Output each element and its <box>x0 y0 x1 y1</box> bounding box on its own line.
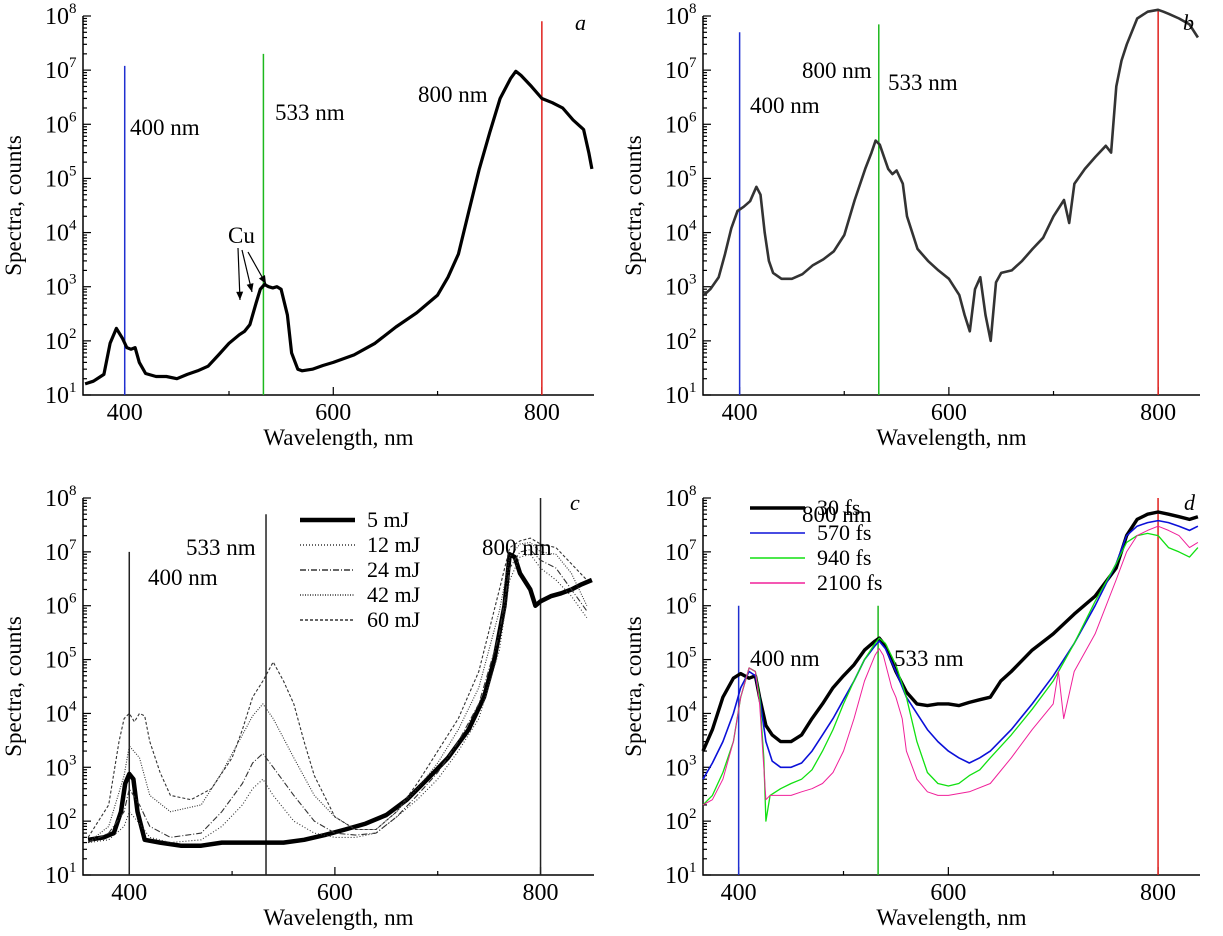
y-tick-label: 106 <box>665 109 697 138</box>
series-line-2100-fs <box>702 525 1199 806</box>
y-tick-label: 106 <box>45 591 77 620</box>
legend-label: 24 mJ <box>367 557 421 582</box>
y-axis-title: Spectra, counts <box>1 135 26 276</box>
x-tick-label: 400 <box>722 400 758 426</box>
annotation-label: 800 nm <box>802 58 872 83</box>
cu-arrowhead <box>246 283 254 292</box>
x-tick-label: 800 <box>524 400 560 426</box>
y-tick-label: 102 <box>665 806 697 835</box>
y-tick-label: 103 <box>45 272 77 301</box>
y-tick-label: 102 <box>45 806 77 835</box>
legend-label: 30 fs <box>817 495 860 520</box>
legend-label: 940 fs <box>817 545 871 570</box>
panel-b: 101 102 103 104 105 106 107 108 400 600 800 Wavelen… <box>621 1 1200 450</box>
panel-letter: c <box>570 490 580 515</box>
y-tick-label: 101 <box>665 380 697 409</box>
y-tick-label: 108 <box>665 483 697 512</box>
y-tick-label: 108 <box>45 1 77 30</box>
x-tick-label: 800 <box>1140 880 1176 906</box>
x-tick-label: 400 <box>721 880 757 906</box>
panel-letter: d <box>1184 490 1196 515</box>
series-line-spectrum <box>703 8 1199 343</box>
y-tick-label: 104 <box>665 218 697 247</box>
series-line-570-fs <box>702 519 1199 780</box>
y-tick-label: 108 <box>45 483 77 512</box>
series-line-24-mJ <box>87 549 588 844</box>
x-axis-title: Wavelength, nm <box>876 425 1026 450</box>
legend-label: 5 mJ <box>367 507 410 532</box>
x-axis-title: Wavelength, nm <box>263 905 413 930</box>
panel-letter: a <box>575 10 586 35</box>
y-tick-label: 107 <box>45 537 77 566</box>
y-tick-label: 101 <box>45 380 77 409</box>
annotation-label: 400 nm <box>750 93 820 118</box>
y-tick-label: 103 <box>665 272 697 301</box>
legend-label: 2100 fs <box>817 570 882 595</box>
y-axis-title: Spectra, counts <box>621 616 646 757</box>
cu-arrowhead <box>236 291 244 300</box>
panel-d: 101 102 103 104 105 106 107 108 400 600 800 Wavelen… <box>621 483 1200 930</box>
cu-arrowhead <box>258 275 266 284</box>
series-line-5-mJ <box>87 552 593 848</box>
y-tick-label: 102 <box>45 326 77 355</box>
y-tick-label: 106 <box>665 591 697 620</box>
annotation-label: 533 nm <box>275 100 345 125</box>
x-tick-label: 400 <box>111 880 147 906</box>
legend-label: 60 mJ <box>367 607 421 632</box>
panel-a: 101 102 103 104 105 106 107 108 400 600 800 Wavelen… <box>1 1 594 450</box>
y-tick-label: 102 <box>665 326 697 355</box>
annotation-label: 400 nm <box>148 565 218 590</box>
series-line-60-mJ <box>87 537 588 838</box>
x-tick-label: 800 <box>523 880 559 906</box>
y-tick-label: 107 <box>665 537 697 566</box>
y-tick-label: 105 <box>665 645 697 674</box>
legend-label: 570 fs <box>817 520 871 545</box>
annotation-label: 800 nm <box>482 535 552 560</box>
x-tick-label: 400 <box>107 400 143 426</box>
annotation-label: 533 nm <box>888 70 958 95</box>
legend-label: 42 mJ <box>367 582 421 607</box>
y-tick-label: 103 <box>45 752 77 781</box>
y-tick-label: 101 <box>45 860 77 889</box>
x-tick-label: 600 <box>315 400 351 426</box>
panel-letter: b <box>1183 10 1194 35</box>
y-axis-title: Spectra, counts <box>1 616 26 757</box>
series-line-940-fs <box>702 532 1199 822</box>
y-tick-label: 104 <box>45 218 77 247</box>
legend-label: 12 mJ <box>367 532 421 557</box>
annotation-label: 800 nm <box>418 82 488 107</box>
x-tick-label: 600 <box>930 880 966 906</box>
x-axis-title: Wavelength, nm <box>263 425 413 450</box>
y-tick-label: 105 <box>45 645 77 674</box>
annotation-label: 400 nm <box>750 646 820 671</box>
annotation-label: 533 nm <box>894 646 964 671</box>
annotation-label: 533 nm <box>186 535 256 560</box>
y-tick-label: 101 <box>665 860 697 889</box>
annotation-label: 800 nm <box>802 502 872 527</box>
x-tick-label: 600 <box>931 400 967 426</box>
y-axis-title: Spectra, counts <box>621 135 646 276</box>
annotation-label: 400 nm <box>130 115 200 140</box>
x-axis-title: Wavelength, nm <box>876 905 1026 930</box>
y-tick-label: 103 <box>665 752 697 781</box>
y-tick-label: 108 <box>665 1 697 30</box>
y-tick-label: 106 <box>45 109 77 138</box>
y-tick-label: 104 <box>45 698 77 727</box>
y-tick-label: 107 <box>665 55 697 84</box>
y-tick-label: 105 <box>45 163 77 192</box>
series-line-12-mJ <box>88 553 588 844</box>
y-tick-label: 107 <box>45 55 77 84</box>
panel-c: 101 102 103 104 105 106 107 108 400 600 800 Wavelen… <box>1 483 594 930</box>
x-tick-label: 800 <box>1140 400 1176 426</box>
x-tick-label: 600 <box>317 880 353 906</box>
y-tick-label: 105 <box>665 163 697 192</box>
annotation-label: Cu <box>228 223 255 248</box>
series-line-spectrum <box>84 69 594 386</box>
y-tick-label: 104 <box>665 698 697 727</box>
cu-arrow <box>237 247 241 301</box>
